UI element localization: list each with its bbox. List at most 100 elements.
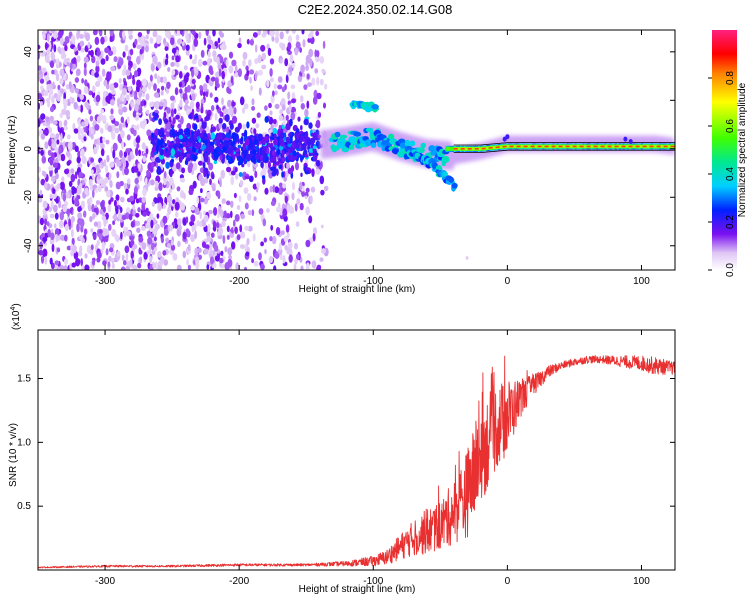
- noise-speckle: [51, 243, 55, 253]
- noise-speckle: [291, 92, 296, 101]
- noise-speckle: [183, 192, 186, 200]
- noise-speckle: [92, 30, 98, 36]
- noise-speckle: [149, 74, 153, 82]
- noise-speckle: [291, 181, 296, 191]
- noise-speckle: [175, 162, 181, 170]
- x-tick-label: -300: [95, 276, 115, 287]
- noise-speckle: [203, 37, 207, 46]
- blob-speckle: [155, 157, 161, 163]
- noise-speckle: [279, 31, 284, 40]
- x-tick-label: -200: [229, 276, 249, 287]
- blob-speckle: [216, 139, 221, 148]
- noise-speckle: [123, 182, 128, 190]
- blob-speckle: [196, 118, 200, 123]
- noise-speckle: [66, 61, 70, 67]
- blob-speckle: [170, 158, 175, 163]
- noise-speckle: [39, 78, 45, 84]
- noise-speckle: [274, 251, 280, 259]
- blob-speckle: [278, 138, 283, 145]
- noise-speckle: [84, 253, 88, 259]
- noise-speckle: [150, 62, 155, 72]
- noise-speckle: [199, 211, 203, 220]
- noise-speckle: [252, 183, 258, 190]
- noise-speckle: [64, 44, 68, 52]
- noise-speckle: [90, 49, 94, 58]
- noise-speckle: [110, 108, 114, 115]
- noise-speckle: [105, 54, 109, 62]
- noise-speckle: [155, 35, 161, 45]
- noise-speckle: [254, 44, 258, 53]
- blob-speckle: [234, 126, 240, 133]
- blob-speckle: [315, 159, 321, 167]
- noise-speckle: [84, 45, 89, 53]
- noise-speckle: [49, 60, 55, 68]
- noise-speckle: [48, 138, 52, 147]
- noise-speckle: [64, 234, 68, 242]
- noise-speckle: [227, 247, 233, 256]
- noise-speckle: [157, 61, 162, 69]
- blob-speckle: [219, 133, 223, 140]
- noise-speckle: [230, 210, 233, 219]
- noise-speckle: [195, 101, 200, 110]
- noise-speckle: [120, 130, 125, 139]
- blob-speckle: [185, 157, 191, 162]
- noise-speckle: [156, 88, 160, 94]
- noise-speckle: [185, 44, 190, 51]
- blob-speckle: [157, 130, 162, 135]
- noise-speckle: [118, 212, 122, 220]
- noise-speckle: [50, 106, 54, 113]
- colorbar-label: Normalized spectral amplitude: [737, 82, 748, 217]
- noise-speckle: [168, 116, 172, 124]
- noise-speckle: [108, 172, 112, 180]
- noise-speckle: [57, 84, 61, 91]
- noise-speckle: [321, 248, 326, 254]
- noise-speckle: [91, 70, 95, 77]
- noise-speckle: [122, 106, 128, 113]
- noise-speckle: [206, 191, 212, 200]
- noise-speckle: [247, 193, 252, 201]
- noise-speckle: [175, 211, 179, 218]
- noise-speckle: [136, 124, 140, 131]
- noise-speckle: [151, 162, 155, 168]
- noise-speckle: [170, 244, 176, 251]
- noise-speckle: [220, 250, 224, 256]
- blob-speckle: [317, 111, 322, 118]
- noise-speckle: [76, 156, 81, 164]
- noise-speckle: [88, 109, 92, 115]
- noise-speckle: [249, 39, 254, 46]
- noise-speckle: [305, 64, 309, 72]
- blob-speckle: [209, 145, 213, 153]
- noise-speckle: [53, 33, 57, 39]
- blob-speckle: [230, 170, 236, 176]
- noise-speckle: [176, 264, 182, 270]
- noise-speckle: [219, 257, 224, 264]
- blob-speckle: [253, 138, 259, 145]
- noise-speckle: [42, 236, 48, 243]
- noise-speckle: [121, 140, 125, 150]
- noise-speckle: [124, 44, 129, 52]
- blob-speckle: [222, 139, 229, 147]
- noise-speckle: [118, 57, 124, 67]
- snr-multiplier-exp: 4: [10, 307, 17, 311]
- noise-speckle: [105, 139, 110, 145]
- noise-speckle: [288, 66, 293, 73]
- noise-speckle: [185, 32, 190, 41]
- noise-speckle: [171, 69, 176, 76]
- noise-speckle: [146, 30, 150, 35]
- noise-speckle: [59, 211, 64, 221]
- noise-speckle: [223, 210, 227, 218]
- noise-speckle: [288, 103, 292, 113]
- blob-speckle: [300, 125, 303, 131]
- noise-speckle: [84, 264, 90, 270]
- noise-speckle: [285, 30, 289, 34]
- noise-speckle: [79, 234, 84, 241]
- noise-speckle: [55, 233, 59, 243]
- noise-speckle: [200, 107, 204, 114]
- noise-speckle: [67, 208, 70, 217]
- blob-speckle: [306, 139, 312, 146]
- snr-x-axis: -300 -200 -100 0 100: [95, 330, 650, 587]
- noise-speckle: [264, 248, 267, 255]
- noise-speckle: [92, 233, 97, 241]
- noise-speckle: [233, 219, 236, 228]
- noise-speckle: [46, 221, 50, 227]
